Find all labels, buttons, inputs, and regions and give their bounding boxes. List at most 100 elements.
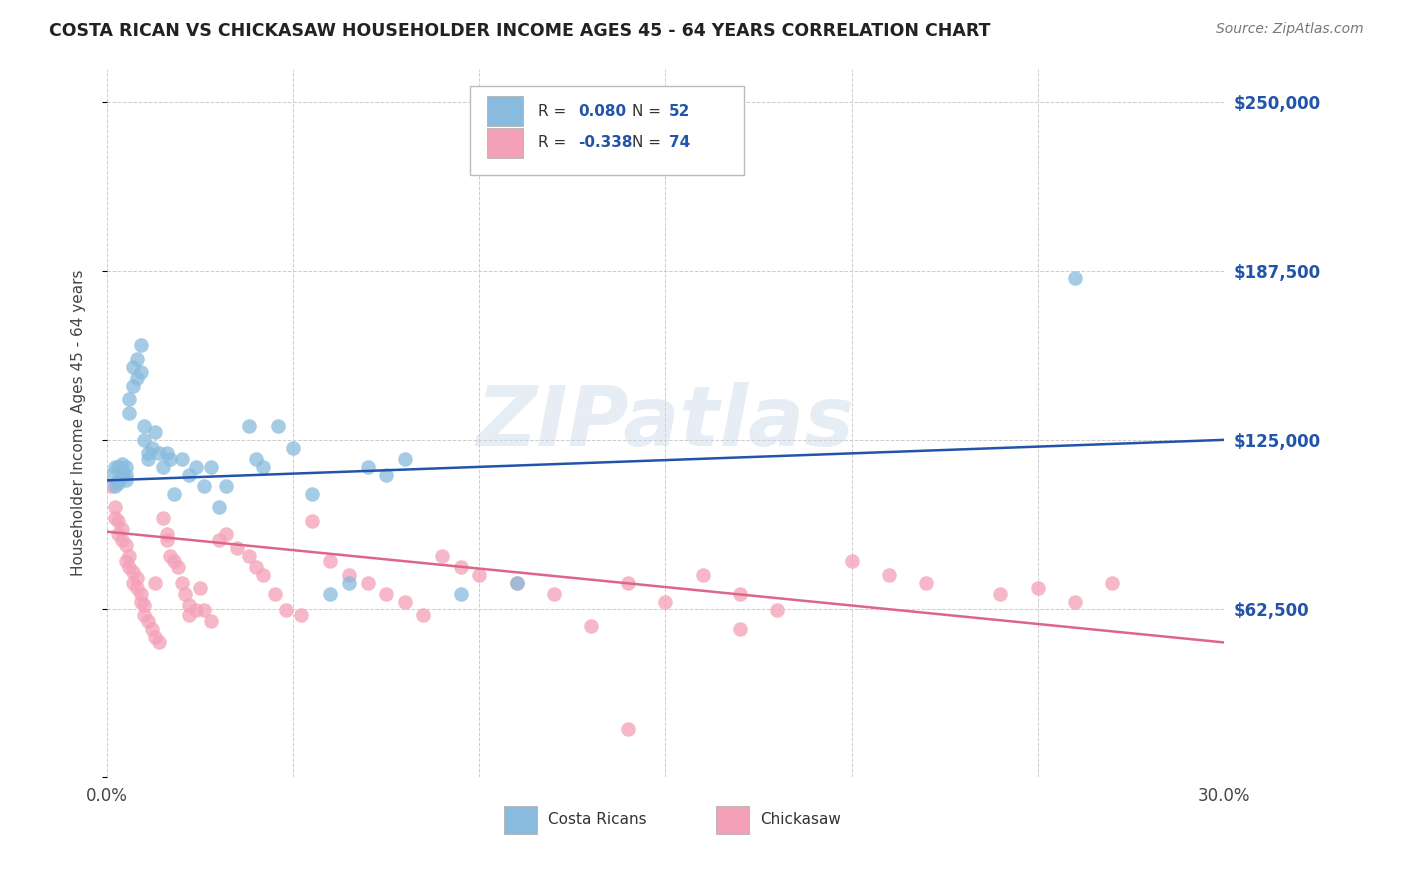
Point — [877, 568, 900, 582]
Point — [617, 722, 640, 736]
Bar — [503, 805, 537, 834]
Point — [118, 406, 141, 420]
Point — [129, 595, 152, 609]
Point — [129, 587, 152, 601]
Point — [159, 451, 181, 466]
Point — [174, 587, 197, 601]
Point — [450, 587, 472, 601]
Point — [125, 351, 148, 366]
Text: COSTA RICAN VS CHICKASAW HOUSEHOLDER INCOME AGES 45 - 64 YEARS CORRELATION CHART: COSTA RICAN VS CHICKASAW HOUSEHOLDER INC… — [49, 22, 991, 40]
Point — [245, 559, 267, 574]
Point — [103, 511, 125, 525]
Point — [208, 500, 231, 515]
Point — [134, 608, 156, 623]
Point — [107, 474, 129, 488]
Point — [301, 487, 323, 501]
Text: Costa Ricans: Costa Ricans — [548, 813, 647, 828]
Point — [114, 538, 136, 552]
Point — [122, 576, 145, 591]
Point — [430, 549, 453, 563]
Point — [193, 479, 215, 493]
Point — [111, 457, 134, 471]
Point — [841, 554, 863, 568]
Point — [274, 603, 297, 617]
Point — [283, 441, 305, 455]
Point — [301, 514, 323, 528]
Point — [356, 459, 378, 474]
Point — [111, 533, 134, 547]
Point — [103, 459, 125, 474]
Point — [170, 576, 193, 591]
Point — [990, 587, 1012, 601]
Text: 52: 52 — [669, 103, 690, 119]
Point — [145, 425, 167, 439]
Y-axis label: Householder Income Ages 45 - 64 years: Householder Income Ages 45 - 64 years — [72, 269, 86, 576]
Point — [163, 487, 186, 501]
Point — [200, 614, 222, 628]
Point — [375, 467, 398, 482]
Point — [394, 595, 416, 609]
Point — [118, 549, 141, 563]
Point — [215, 479, 238, 493]
Point — [107, 459, 129, 474]
Point — [118, 559, 141, 574]
Point — [468, 568, 491, 582]
Point — [114, 554, 136, 568]
Point — [163, 554, 186, 568]
Point — [134, 598, 156, 612]
Point — [136, 446, 159, 460]
Text: R =: R = — [538, 103, 571, 119]
Point — [134, 419, 156, 434]
Point — [728, 587, 751, 601]
Point — [136, 451, 159, 466]
Point — [107, 476, 129, 491]
Point — [208, 533, 231, 547]
Point — [177, 608, 200, 623]
Point — [125, 571, 148, 585]
Point — [238, 549, 260, 563]
Bar — [486, 96, 523, 126]
Point — [356, 576, 378, 591]
Point — [148, 446, 170, 460]
Point — [226, 541, 249, 555]
Point — [148, 635, 170, 649]
Point — [177, 598, 200, 612]
Point — [177, 467, 200, 482]
Point — [156, 527, 179, 541]
Text: N =: N = — [631, 136, 666, 151]
Point — [156, 533, 179, 547]
Point — [141, 622, 163, 636]
Point — [505, 576, 527, 591]
Bar — [716, 805, 749, 834]
Point — [107, 514, 129, 528]
Point — [319, 587, 342, 601]
Point — [654, 595, 676, 609]
Point — [238, 419, 260, 434]
Text: R =: R = — [538, 136, 571, 151]
Point — [156, 446, 179, 460]
Point — [186, 459, 208, 474]
Point — [129, 365, 152, 379]
Point — [252, 459, 274, 474]
Point — [728, 622, 751, 636]
Point — [103, 500, 125, 515]
Text: 0.080: 0.080 — [578, 103, 627, 119]
Point — [915, 576, 938, 591]
Text: Source: ZipAtlas.com: Source: ZipAtlas.com — [1216, 22, 1364, 37]
Point — [252, 568, 274, 582]
Text: 74: 74 — [669, 136, 690, 151]
Point — [111, 467, 134, 482]
Point — [134, 433, 156, 447]
Bar — [486, 128, 523, 158]
Point — [394, 451, 416, 466]
Point — [319, 554, 342, 568]
Point — [1026, 582, 1049, 596]
Point — [152, 511, 174, 525]
Point — [337, 568, 360, 582]
Point — [114, 459, 136, 474]
Point — [692, 568, 714, 582]
Point — [103, 479, 125, 493]
Point — [125, 582, 148, 596]
Point — [186, 603, 208, 617]
Point — [136, 614, 159, 628]
